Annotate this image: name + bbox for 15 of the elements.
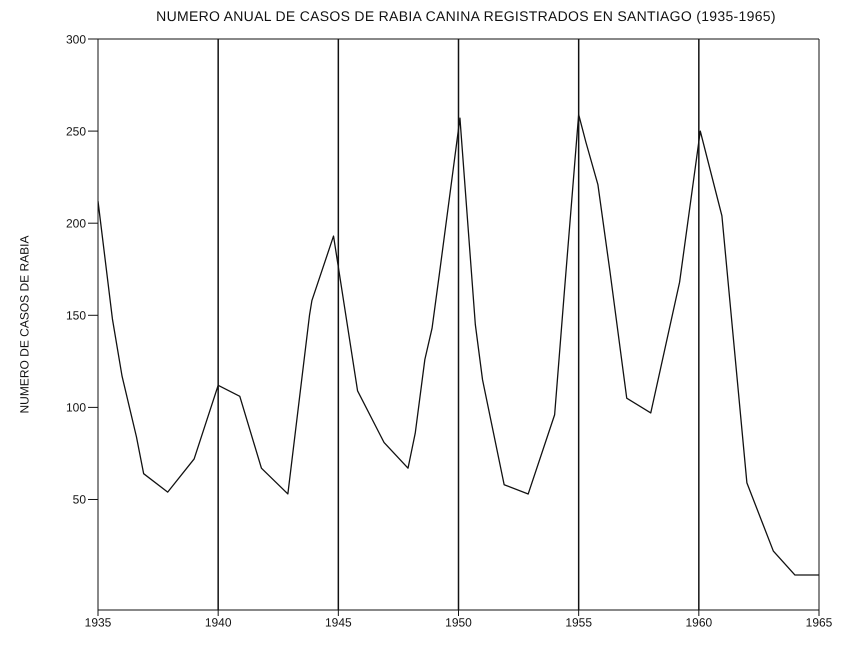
x-tick-label: 1945 bbox=[324, 616, 352, 630]
y-tick-label: 300 bbox=[66, 32, 86, 46]
y-tick-label: 250 bbox=[66, 124, 86, 138]
x-tick-label: 1960 bbox=[685, 616, 713, 630]
x-tick-label: 1955 bbox=[565, 616, 592, 630]
chart-title: NUMERO ANUAL DE CASOS DE RABIA CANINA REGISTRADOS EN SANTIAGO (1935-1965) bbox=[155, 8, 777, 24]
x-tick-label: 1965 bbox=[806, 616, 833, 630]
y-tick-label: 100 bbox=[66, 400, 86, 415]
x-tick-label: 1950 bbox=[445, 616, 472, 630]
y-tick-label: 200 bbox=[66, 216, 86, 230]
x-tick-label: 1935 bbox=[84, 616, 112, 630]
y-tick-label: 150 bbox=[66, 308, 86, 323]
y-axis-title: NUMERO DE CASOS DE RABIA bbox=[17, 235, 32, 414]
y-tick-label: 50 bbox=[72, 492, 86, 507]
x-tick-label: 1940 bbox=[204, 616, 232, 630]
